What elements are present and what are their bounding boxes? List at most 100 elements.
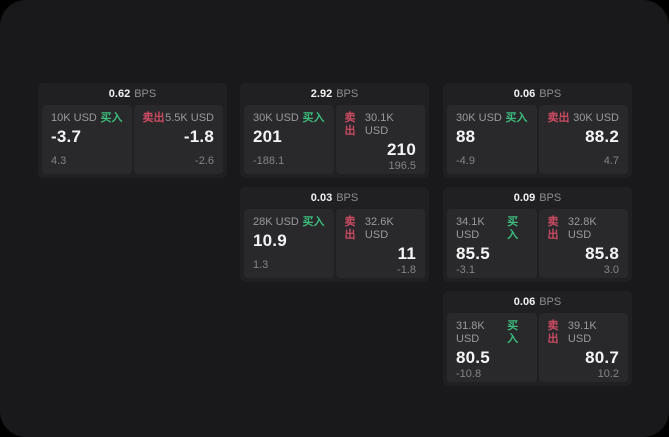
sell-label: 卖出 [142, 112, 165, 124]
buy-amount: 34.1K USD [456, 216, 485, 241]
buy-label: 买入 [505, 112, 528, 124]
sell-pane-top-row: 卖出 30K USD [548, 112, 620, 125]
sell-amount: 5.5K USD [165, 112, 214, 124]
sell-label: 卖出 [344, 112, 356, 137]
buy-sub-value: -4.9 [456, 155, 475, 167]
quote-card: 0.06 BPS 30K USD 买入 88 -4.9 卖出 30K USD 8… [443, 83, 632, 178]
sell-pane-top-row: 卖出 5.5K USD [143, 112, 215, 125]
buy-price: 88 [456, 127, 476, 146]
sell-price: 80.7 [585, 348, 619, 367]
buy-pane[interactable]: 30K USD 买入 201 -188.1 [244, 105, 334, 174]
sell-sub-value: 10.2 [597, 368, 619, 380]
sell-pane-top-row: 卖出 32.6K USD [345, 216, 417, 242]
sell-price: 11 [397, 244, 416, 263]
buy-price: 85.5 [456, 244, 490, 263]
buy-amount: 30K USD [253, 112, 299, 124]
sell-pane-top-row: 卖出 39.1K USD [548, 320, 620, 346]
buy-price: -3.7 [51, 127, 82, 146]
bps-header: 0.09 BPS [443, 187, 632, 209]
buy-pane-top-row: 34.1K USD 买入 [456, 216, 528, 242]
bps-header: 0.06 BPS [443, 83, 632, 105]
sell-sub-value: 4.7 [603, 155, 619, 167]
sell-label: 卖出 [547, 112, 570, 124]
sell-price: 210 [387, 140, 416, 159]
buy-pane[interactable]: 10K USD 买入 -3.7 4.3 [42, 105, 132, 174]
sell-amount: 30K USD [573, 112, 619, 124]
sell-sub-value: -1.8 [397, 264, 416, 276]
quote-card-body: 31.8K USD 买入 80.5 -10.8 卖出 39.1K USD 80.… [443, 313, 632, 386]
buy-sub-value: -10.8 [456, 368, 482, 380]
bps-unit-label: BPS [539, 296, 562, 308]
buy-pane-top-row: 28K USD 买入 [253, 216, 325, 229]
quote-card-body: 34.1K USD 买入 85.5 -3.1 卖出 32.8K USD 85.8… [443, 209, 632, 282]
sell-price: -1.8 [183, 127, 214, 146]
bps-header: 0.06 BPS [443, 291, 632, 313]
sell-price: 88.2 [585, 127, 619, 146]
sell-label: 卖出 [547, 320, 559, 345]
buy-pane[interactable]: 28K USD 买入 10.9 1.3 [244, 209, 334, 278]
buy-pane[interactable]: 31.8K USD 买入 80.5 -10.8 [447, 313, 537, 382]
quote-card-body: 10K USD 买入 -3.7 4.3 卖出 5.5K USD -1.8 -2.… [38, 105, 227, 178]
sell-label: 卖出 [344, 216, 356, 241]
sell-pane[interactable]: 卖出 30.1K USD 210 196.5 [335, 105, 425, 174]
buy-pane[interactable]: 30K USD 买入 88 -4.9 [447, 105, 537, 174]
bps-value: 0.03 [310, 192, 333, 204]
bps-header: 0.62 BPS [38, 83, 227, 105]
buy-amount: 31.8K USD [456, 320, 485, 345]
buy-sub-value: 4.3 [51, 155, 67, 167]
buy-pane-top-row: 10K USD 买入 [51, 112, 123, 125]
sell-amount: 32.8K USD [567, 216, 597, 241]
sell-pane[interactable]: 卖出 32.6K USD 11 -1.8 [335, 209, 425, 278]
sell-sub-value: 3.0 [603, 264, 619, 276]
sell-label: 卖出 [547, 216, 559, 241]
buy-label: 买入 [100, 112, 123, 124]
quote-card: 0.62 BPS 10K USD 买入 -3.7 4.3 卖出 5.5K USD… [38, 83, 227, 178]
quote-card: 0.09 BPS 34.1K USD 买入 85.5 -3.1 卖出 32.8K… [443, 187, 632, 282]
bps-value: 2.92 [310, 88, 333, 100]
buy-amount: 10K USD [51, 112, 97, 124]
sell-pane[interactable]: 卖出 5.5K USD -1.8 -2.6 [133, 105, 223, 174]
bps-value: 0.62 [108, 88, 131, 100]
bps-header: 0.03 BPS [240, 187, 429, 209]
buy-label: 买入 [302, 112, 325, 124]
bps-unit-label: BPS [336, 192, 359, 204]
buy-sub-value: -3.1 [456, 264, 475, 276]
buy-pane-top-row: 30K USD 买入 [456, 112, 528, 125]
bps-unit-label: BPS [134, 88, 157, 100]
bps-value: 0.06 [513, 296, 536, 308]
sell-pane[interactable]: 卖出 32.8K USD 85.8 3.0 [538, 209, 628, 278]
bps-unit-label: BPS [539, 192, 562, 204]
buy-sub-value: -188.1 [253, 155, 285, 167]
bps-unit-label: BPS [539, 88, 562, 100]
bps-value: 0.09 [513, 192, 536, 204]
quote-card-body: 30K USD 买入 88 -4.9 卖出 30K USD 88.2 4.7 [443, 105, 632, 178]
sell-sub-value: -2.6 [195, 155, 214, 167]
buy-label: 买入 [302, 216, 325, 228]
buy-amount: 30K USD [456, 112, 502, 124]
quote-card: 0.03 BPS 28K USD 买入 10.9 1.3 卖出 32.6K US… [240, 187, 429, 282]
quote-card: 2.92 BPS 30K USD 买入 201 -188.1 卖出 30.1K … [240, 83, 429, 178]
sell-amount: 39.1K USD [567, 320, 597, 345]
sell-pane[interactable]: 卖出 30K USD 88.2 4.7 [538, 105, 628, 174]
buy-label: 买入 [507, 320, 519, 345]
buy-pane-top-row: 30K USD 买入 [253, 112, 325, 125]
sell-amount: 32.6K USD [364, 216, 394, 241]
sell-pane-top-row: 卖出 30.1K USD [345, 112, 417, 138]
buy-pane[interactable]: 34.1K USD 买入 85.5 -3.1 [447, 209, 537, 278]
bps-value: 0.06 [513, 88, 536, 100]
buy-sub-value: 1.3 [253, 259, 269, 271]
quote-card-body: 28K USD 买入 10.9 1.3 卖出 32.6K USD 11 -1.8 [240, 209, 429, 282]
buy-price: 10.9 [253, 231, 287, 250]
buy-price: 80.5 [456, 348, 490, 367]
bps-unit-label: BPS [336, 88, 359, 100]
sell-sub-value: 196.5 [388, 160, 416, 172]
bps-header: 2.92 BPS [240, 83, 429, 105]
quote-card: 0.06 BPS 31.8K USD 买入 80.5 -10.8 卖出 39.1… [443, 291, 632, 386]
sell-pane[interactable]: 卖出 39.1K USD 80.7 10.2 [538, 313, 628, 382]
sell-pane-top-row: 卖出 32.8K USD [548, 216, 620, 242]
sell-amount: 30.1K USD [364, 112, 394, 137]
buy-label: 买入 [507, 216, 519, 241]
sell-price: 85.8 [585, 244, 619, 263]
